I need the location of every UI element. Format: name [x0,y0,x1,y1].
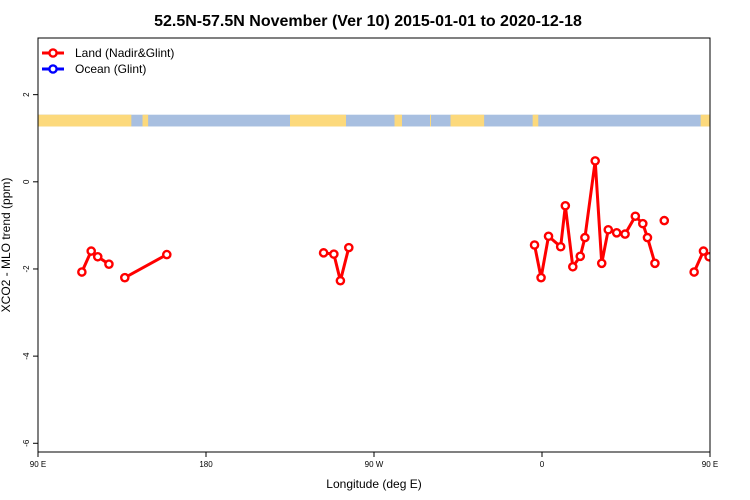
land-segment [700,114,710,127]
data-point [120,272,130,283]
data-point [620,229,630,239]
x-tick-label: 90 E [30,460,46,469]
data-point [580,232,590,243]
data-point [704,251,710,262]
y-tick-label: -6 [22,439,31,447]
series-clip-group [77,156,737,286]
data-point [529,240,540,250]
data-point [104,259,114,269]
land-segment [38,114,132,127]
data-point [555,241,566,252]
y-tick-label: 2 [22,92,31,97]
data-point [329,249,339,259]
data-point [659,215,670,226]
series-line [323,247,351,283]
land-segment [532,114,539,127]
legend-swatch-marker [48,48,58,58]
x-tick-label: 0 [540,460,545,469]
land-segment [142,114,149,127]
land-segment [394,114,402,127]
x-tick-label: 90 W [365,460,384,469]
data-point [603,224,614,235]
data-point [630,211,641,222]
ocean-band [38,114,710,127]
land-ocean-strip [38,114,710,127]
legend-swatch-marker [48,64,58,74]
data-point [642,232,653,243]
data-point [730,274,737,281]
data-point [560,200,571,211]
data-point [161,249,172,260]
data-point [689,267,699,277]
legend-label: Land (Nadir&Glint) [75,46,174,60]
legend: Land (Nadir&Glint) Ocean (Glint) [42,46,174,76]
data-point [543,231,554,242]
series-line [124,253,168,279]
land-segment [430,114,431,127]
chart-title: 52.5N-57.5N November (Ver 10) 2015-01-01… [154,13,582,30]
data-point [77,267,87,277]
data-point [568,261,578,272]
land-segment [290,114,346,127]
data-point [575,251,586,262]
legend-label: Ocean (Glint) [75,62,146,76]
plot-frame [37,37,711,453]
data-point [709,263,710,266]
series-layer [77,156,737,286]
data-point [596,258,607,269]
data-point [92,251,103,262]
y-axis-label: XCO2 - MLO trend (ppm) [0,178,13,313]
x-axis-label: Longitude (deg E) [326,477,421,491]
x-tick-label: 90 E [702,460,718,469]
data-point [86,246,96,256]
data-point [343,242,354,253]
data-point [318,248,329,258]
data-point [611,227,622,238]
y-axis: 2 0 -2 -4 -6 [22,92,38,447]
y-tick-label: 0 [22,179,31,184]
x-axis: 90 E 180 90 W 0 90 E [30,452,718,469]
data-point [638,218,648,229]
data-point [536,272,546,283]
x-tick-label: 180 [199,460,213,469]
data-point [650,258,660,269]
data-point [335,275,346,286]
land-segment [450,114,485,127]
data-point [590,156,601,166]
y-tick-label: -2 [22,265,31,273]
y-tick-label: -4 [22,352,31,360]
data-point [698,246,709,256]
